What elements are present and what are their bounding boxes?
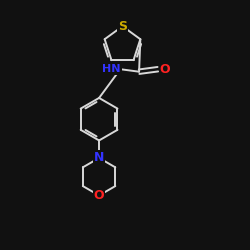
- Text: HN: HN: [102, 64, 121, 74]
- Text: S: S: [118, 20, 127, 33]
- Text: O: O: [160, 63, 170, 76]
- Text: O: O: [94, 189, 104, 202]
- Text: N: N: [94, 152, 104, 164]
